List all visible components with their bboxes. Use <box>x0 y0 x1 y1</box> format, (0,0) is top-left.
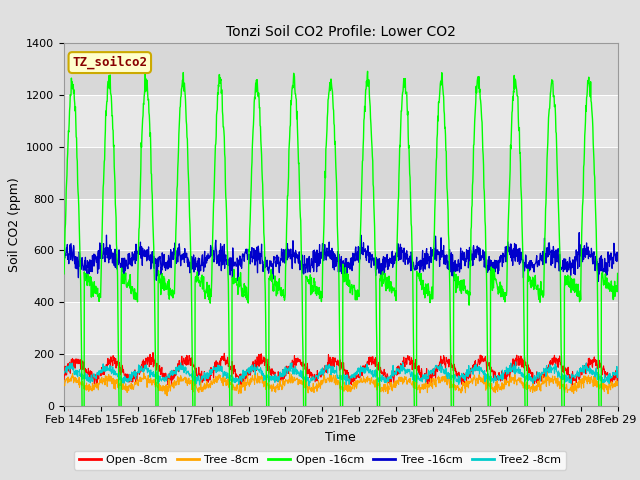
X-axis label: Time: Time <box>325 431 356 444</box>
Legend: Open -8cm, Tree -8cm, Open -16cm, Tree -16cm, Tree2 -8cm: Open -8cm, Tree -8cm, Open -16cm, Tree -… <box>74 451 566 469</box>
Y-axis label: Soil CO2 (ppm): Soil CO2 (ppm) <box>8 177 20 272</box>
Bar <box>64 199 618 250</box>
Text: TZ_soilco2: TZ_soilco2 <box>72 56 147 69</box>
Title: Tonzi Soil CO2 Profile: Lower CO2: Tonzi Soil CO2 Profile: Lower CO2 <box>226 25 456 39</box>
Bar <box>64 95 618 147</box>
Bar <box>64 302 618 354</box>
